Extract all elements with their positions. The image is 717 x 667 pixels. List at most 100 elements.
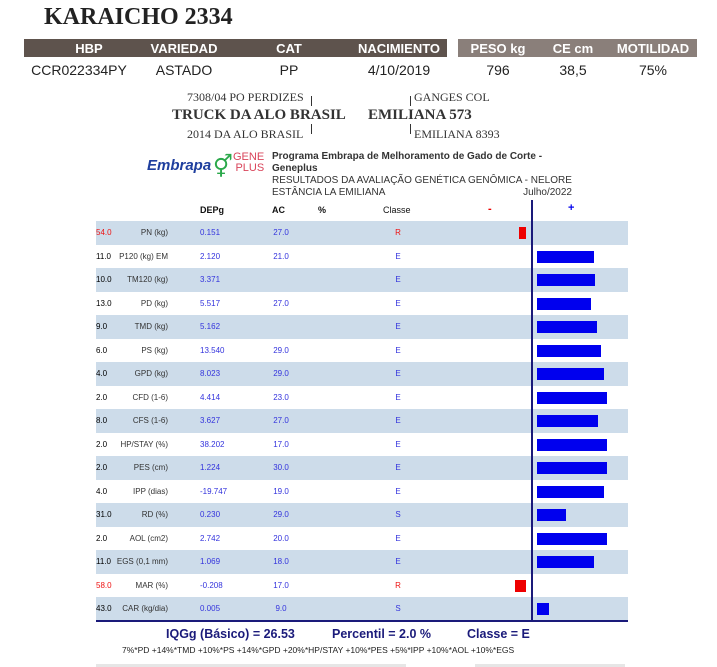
trait-label: CFD (1-6) [132,392,168,402]
percent-value: 31.0 [96,510,112,519]
table-row: P120 (kg) EM 2.120 21.0 11.0 E [96,245,628,269]
percent-value: 6.0 [96,345,108,355]
th-depg: DEPg [200,205,225,215]
th-ac: AC [272,205,285,215]
percent-value: 10.0 [96,275,112,284]
depg-value: 13.540 [200,345,225,355]
ac-value: 17.0 [273,580,289,590]
classe-value: R [395,580,401,590]
depg-value: 0.005 [200,604,221,613]
percent-value: 2.0 [96,392,108,402]
percentil: Percentil = 2.0 % [332,627,432,641]
header-bar-left: HBP VARIEDAD CAT NACIMIENTO [24,39,447,57]
classe-value: E [395,322,401,331]
ac-value: 17.0 [273,439,289,449]
percent-value: 2.0 [96,463,108,472]
dep-bar [537,297,591,310]
percent-value: 54.0 [96,228,112,237]
depg-value: 0.151 [200,228,221,237]
trait-label: RD (%) [141,510,168,519]
dep-bar [514,579,526,592]
trait-label: EGS (0,1 mm) [116,557,168,566]
animal-title: KARAICHO 2334 [44,4,233,30]
dep-bar [537,415,598,427]
depg-value: 8.023 [200,369,221,378]
classe-value: E [395,392,401,402]
dep-bar [537,391,607,404]
ac-value: 9.0 [275,604,287,613]
ac-value: 27.0 [273,298,289,308]
th-minus: - [488,203,492,215]
sire-sire: 7308/04 PO PERDIZES [187,90,304,104]
col-hbp: HBP [75,40,103,56]
value-hbp: CCR022334PY [31,62,127,78]
table-row: GPD (kg) 8.023 29.0 4.0 E [96,362,628,386]
classe-value: R [395,228,401,237]
col-nacimiento: NACIMIENTO [357,40,441,56]
percent-value: 4.0 [96,486,108,496]
iqg: IQGg (Básico) = 26.53 [166,627,295,641]
trait-label: IPP (dias) [133,486,168,496]
depg-value: 1.224 [200,463,221,472]
trait-label: GPD (kg) [134,369,168,378]
pedigree-line [311,96,312,106]
classe-value: S [395,510,401,519]
percent-value: 4.0 [96,369,108,378]
col-motilidad: MOTILIDAD [616,40,690,56]
col-cat: CAT [276,40,302,56]
depg-value: 38.202 [200,439,225,449]
value-peso: 796 [486,62,510,78]
ac-value: 30.0 [273,463,289,472]
dep-bar [537,321,598,333]
value-cat: PP [279,62,299,78]
value-motilidad: 75% [638,62,668,78]
col-ce: CE cm [552,40,594,56]
index-formula: 7%*PD +14%*TMD +10%*PS +14%*GPD +20%*HP/… [122,645,515,655]
classe-value: E [395,345,401,355]
table-row: TM120 (kg) 3.371 10.0 E [96,268,628,292]
dep-bar [537,250,594,263]
dep-bar [519,227,526,239]
trait-label: TMD (kg) [134,322,168,331]
percent-value: 58.0 [96,580,112,590]
classe-value: E [395,275,401,284]
classe-value: E [395,439,401,449]
classe-value: E [395,557,401,566]
depg-value: 3.371 [200,275,221,284]
ac-value: 19.0 [273,486,289,496]
trait-label: PS (kg) [141,345,168,355]
dep-bar [537,532,607,545]
depg-value: 5.162 [200,322,221,331]
depg-value: -19.747 [200,486,228,496]
table-row: RD (%) 0.230 29.0 31.0 S [96,503,628,527]
table-row: CFD (1-6) 4.414 23.0 2.0 E [96,386,628,410]
dep-bar [537,603,549,615]
sire-dam: 2014 DA ALO BRASIL [187,127,304,141]
table-row: CAR (kg/dia) 0.005 9.0 43.0 S [96,597,628,621]
program-info: Programa Embrapa de Melhoramento de Gado… [272,151,572,198]
sire: TRUCK DA ALO BRASIL [172,107,346,123]
table-row: PN (kg) 0.151 27.0 54.0 R [96,221,628,245]
footer-divider [96,664,406,667]
col-peso: PESO kg [470,40,526,56]
dam-sire: GANGES COL [414,90,490,104]
ac-value: 18.0 [273,557,289,566]
chart-axis [531,200,533,621]
classe-value: E [395,486,401,496]
dep-bar [537,509,566,521]
th-classe: Classe [383,205,411,215]
depg-value: 0.230 [200,510,221,519]
classe-value: E [395,416,401,425]
pedigree-line [410,96,411,106]
geneplus-symbol-icon: ⚥ [213,154,233,179]
table-row: PES (cm) 1.224 30.0 2.0 E [96,456,628,480]
ac-value: 29.0 [273,510,289,519]
ac-value: 21.0 [273,251,289,261]
depg-value: 3.627 [200,416,221,425]
table-row: EGS (0,1 mm) 1.069 18.0 11.0 E [96,550,628,574]
pedigree-line [410,124,411,134]
percent-value: 11.0 [96,557,111,566]
dep-bar [537,344,601,357]
trait-label: AOL (cm2) [129,533,168,543]
percent-value: 9.0 [96,322,108,331]
